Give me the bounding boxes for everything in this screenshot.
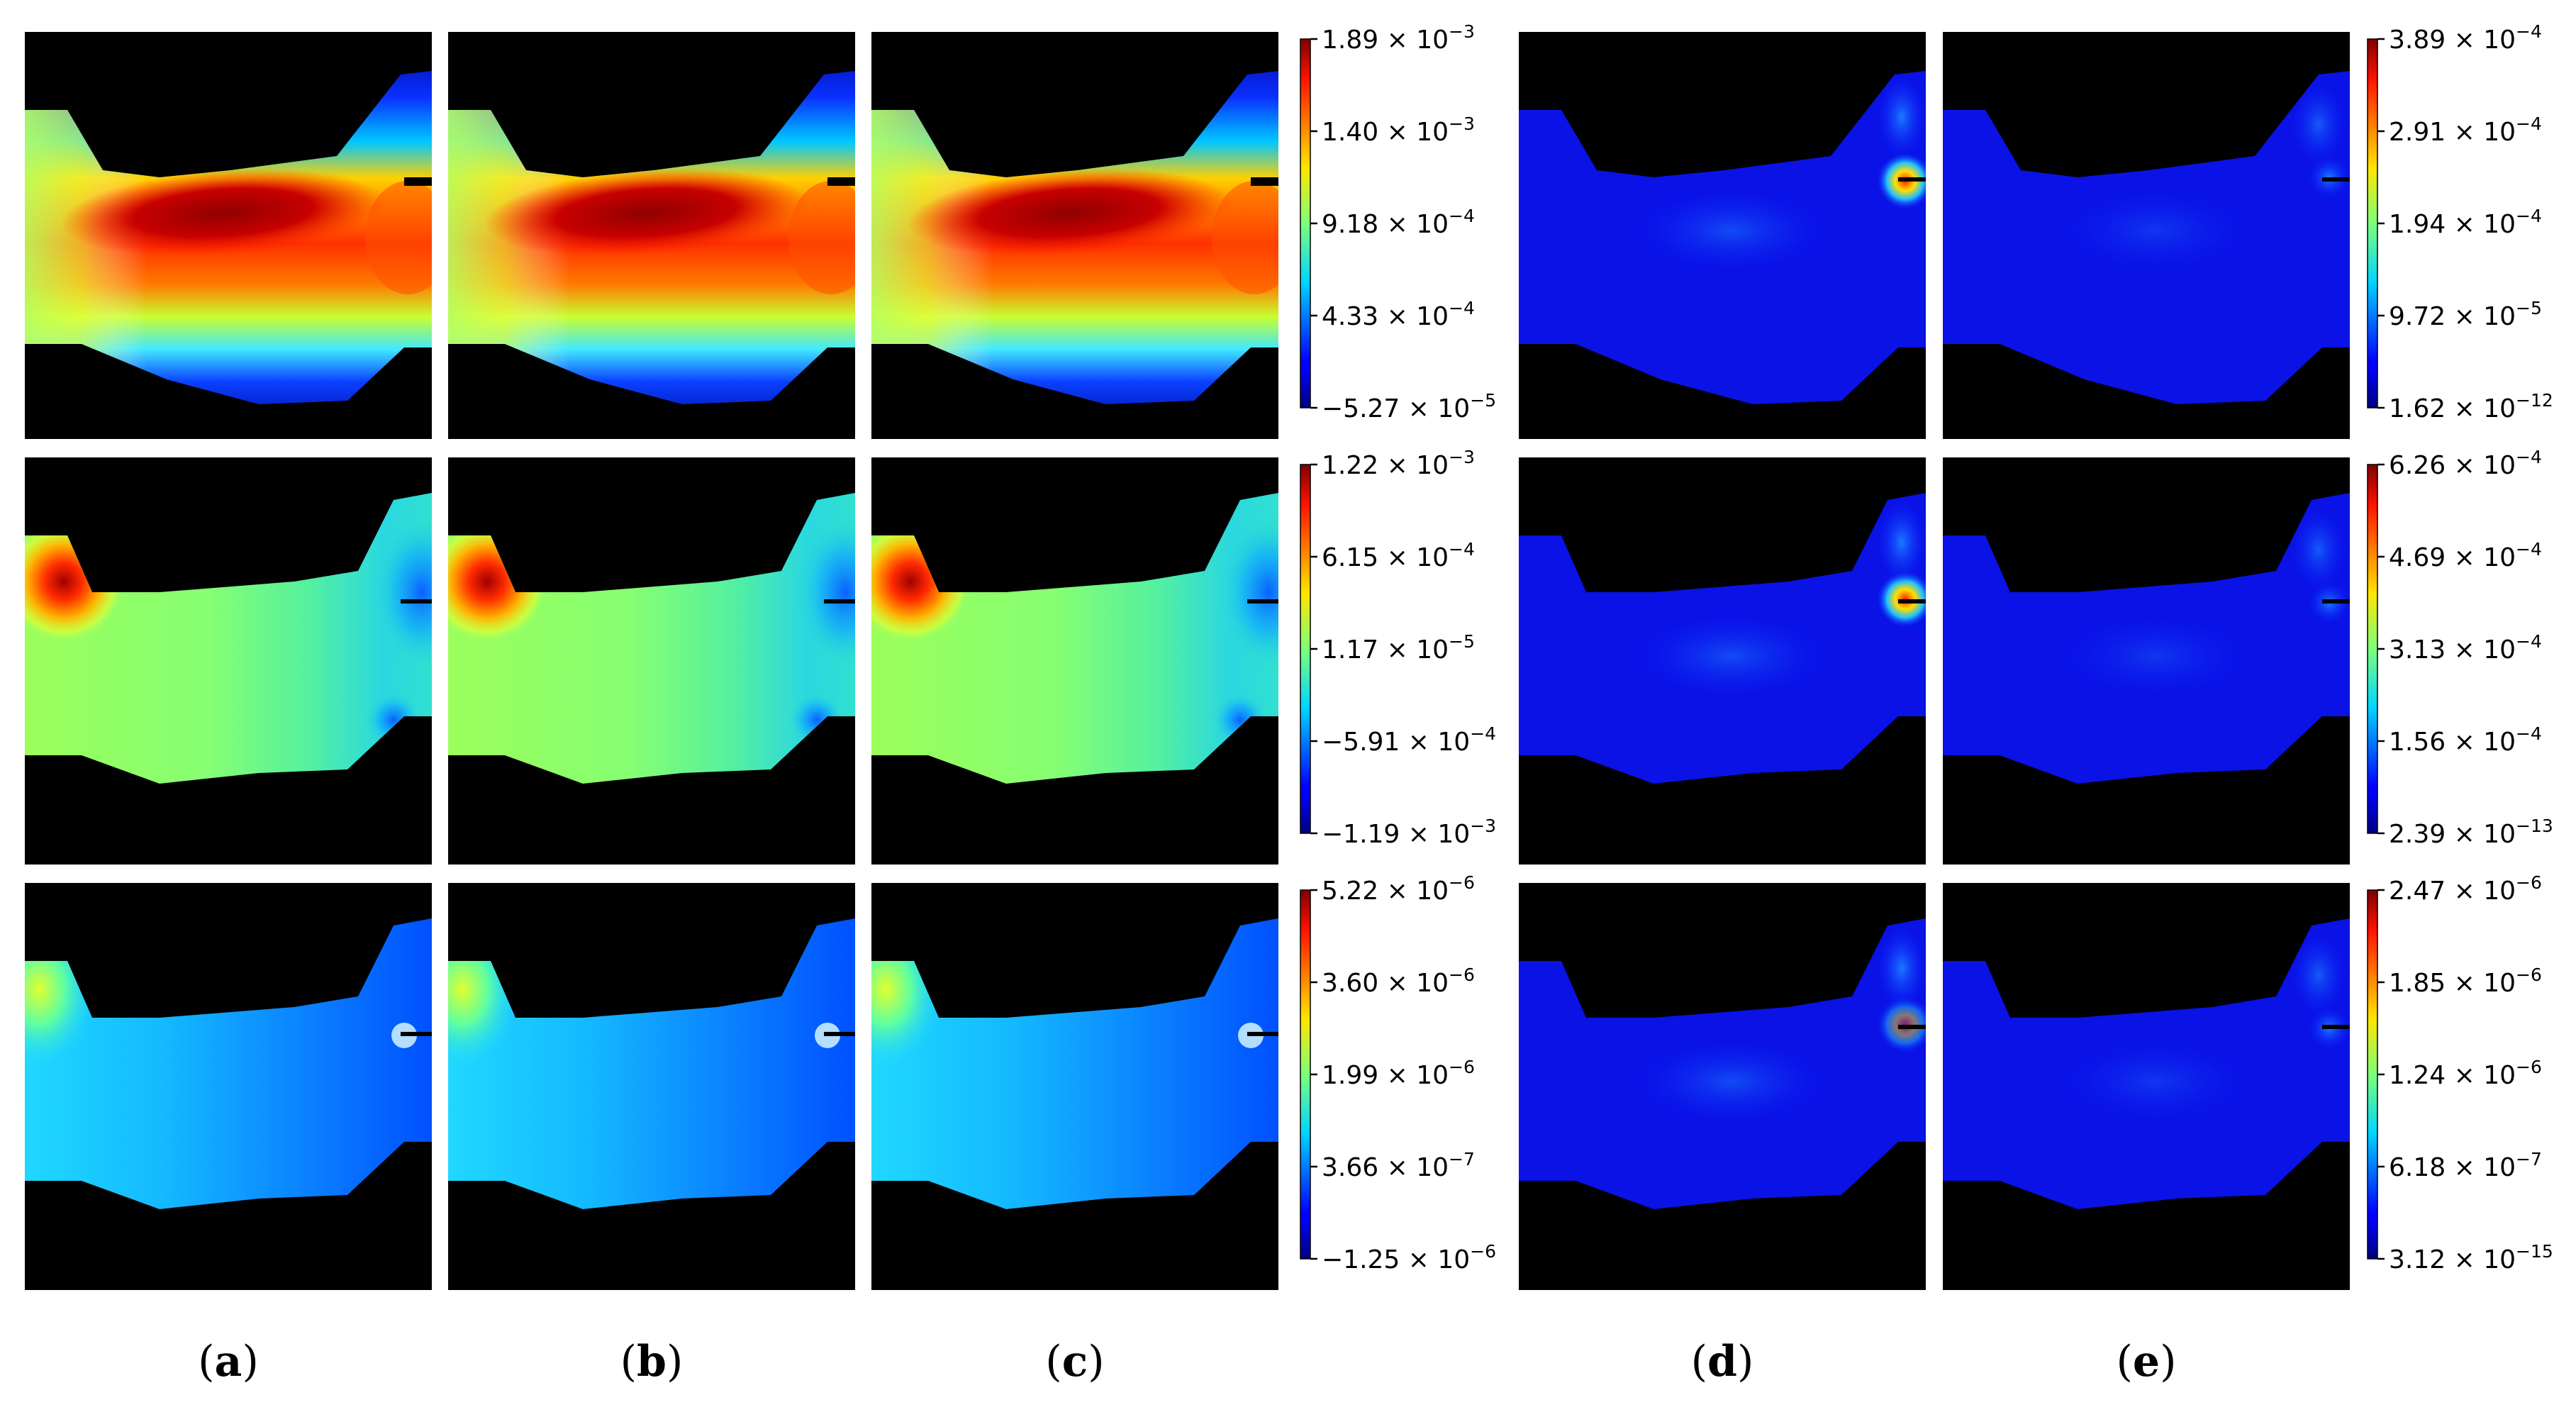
captions-layer: (a) (b) (c) (d) (e) (198, 1337, 2176, 1386)
heatmap-panel-e-row-2 (1943, 457, 2350, 865)
field-colorbar-row-3: 5.22 × 10−6 3.60 × 10−6 1.99 × 10−6 3.66 × … (1300, 872, 1496, 1274)
heatmap-panel-d-row-2 (1519, 457, 1926, 865)
colorbar-tick-label: 4.69 × 10−4 (2389, 539, 2542, 572)
colorbar-tick-label: 5.22 × 10−6 (1322, 872, 1475, 906)
colorbar-tick-label: −1.25 × 10−6 (1322, 1241, 1496, 1274)
colorbar-tick-label: 1.85 × 10−6 (2389, 965, 2542, 998)
colorbar-tick-label: 3.60 × 10−6 (1322, 965, 1475, 998)
heatmap-panel-c-row-2 (871, 457, 1278, 865)
heatmap-panel-c-row-1 (871, 32, 1278, 439)
colorbar-tick-label: 3.13 × 10−4 (2389, 631, 2542, 665)
colorbar-tick-label: 2.91 × 10−4 (2389, 113, 2542, 147)
colorbar-tick-label: 9.18 × 10−4 (1322, 206, 1475, 239)
colorbar-tick-label: −1.19 × 10−3 (1322, 816, 1496, 849)
heatmap-panel-b-row-2 (448, 457, 855, 865)
field-colorbar-row-2: 1.22 × 10−3 6.15 × 10−4 1.17 × 10−5 −5.91 ×… (1300, 447, 1496, 849)
colorbar-tick-label: 1.89 × 10−3 (1322, 21, 1475, 55)
heatmap-panel-c-row-3 (871, 883, 1278, 1290)
flow-field (1519, 493, 1926, 784)
panel-label-b: (b) (620, 1337, 684, 1386)
colorbar-tick-label: 2.39 × 10−13 (2389, 816, 2553, 849)
colorbar-tick-label: −5.27 × 10−5 (1322, 390, 1496, 423)
heatmap-panel-a-row-3 (25, 883, 432, 1290)
colorbar-tick-label: 1.17 × 10−5 (1322, 631, 1475, 665)
colorbar-tick-label: 1.99 × 10−6 (1322, 1057, 1475, 1090)
error-colorbar-row-1: 3.89 × 10−4 2.91 × 10−4 1.94 × 10−4 9.72 × … (2367, 21, 2553, 423)
panel-label-c: (c) (1045, 1337, 1104, 1386)
colorbar-tick-label: 2.47 × 10−6 (2389, 872, 2542, 906)
panels-layer (25, 32, 2350, 1290)
heatmap-panel-b-row-1 (448, 32, 855, 439)
colorbar-tick-label: 1.24 × 10−6 (2389, 1057, 2542, 1090)
colorbar-tick-label: 4.33 × 10−4 (1322, 298, 1475, 331)
heatmap-panel-a-row-1 (25, 32, 432, 439)
heatmap-panel-b-row-3 (448, 883, 855, 1290)
error-colorbar-row-3: 2.47 × 10−6 1.85 × 10−6 1.24 × 10−6 6.18 × … (2367, 872, 2553, 1274)
colorbar-tick-label: 1.62 × 10−12 (2389, 390, 2553, 423)
colorbar-tick-label: −5.91 × 10−4 (1322, 723, 1496, 757)
heatmap-panel-a-row-2 (25, 457, 432, 865)
colorbar-tick-label: 6.15 × 10−4 (1322, 539, 1475, 572)
colorbar-tick-label: 6.26 × 10−4 (2389, 447, 2542, 480)
heatmap-panel-e-row-3 (1943, 883, 2350, 1290)
colorbars-layer: 1.89 × 10−3 1.40 × 10−3 9.18 × 10−4 4.33 × … (1300, 21, 2553, 1274)
error-colorbar-row-2: 6.26 × 10−4 4.69 × 10−4 3.13 × 10−4 1.56 × … (2367, 447, 2553, 849)
heatmap-panel-e-row-1 (1943, 32, 2350, 439)
heatmap-panel-d-row-1 (1519, 32, 1926, 439)
colorbar-tick-label: 1.56 × 10−4 (2389, 723, 2542, 757)
panel-label-e: (e) (2116, 1337, 2176, 1386)
panel-label-a: (a) (198, 1337, 259, 1386)
colorbar-tick-label: 9.72 × 10−5 (2389, 298, 2542, 331)
colorbar-tick-label: 3.89 × 10−4 (2389, 21, 2542, 55)
colorbar-tick-label: 1.94 × 10−4 (2389, 206, 2542, 239)
panel-label-d: (d) (1691, 1337, 1754, 1386)
colorbar-tick-label: 1.40 × 10−3 (1322, 113, 1475, 147)
colorbar-tick-label: 3.66 × 10−7 (1322, 1149, 1475, 1182)
colorbar-tick-label: 3.12 × 10−15 (2389, 1241, 2553, 1274)
colorbar-tick-label: 1.22 × 10−3 (1322, 447, 1475, 480)
heatmap-panel-d-row-3 (1519, 883, 1926, 1290)
colorbar-tick-label: 6.18 × 10−7 (2389, 1149, 2542, 1182)
field-colorbar-row-1: 1.89 × 10−3 1.40 × 10−3 9.18 × 10−4 4.33 × … (1300, 21, 1496, 423)
